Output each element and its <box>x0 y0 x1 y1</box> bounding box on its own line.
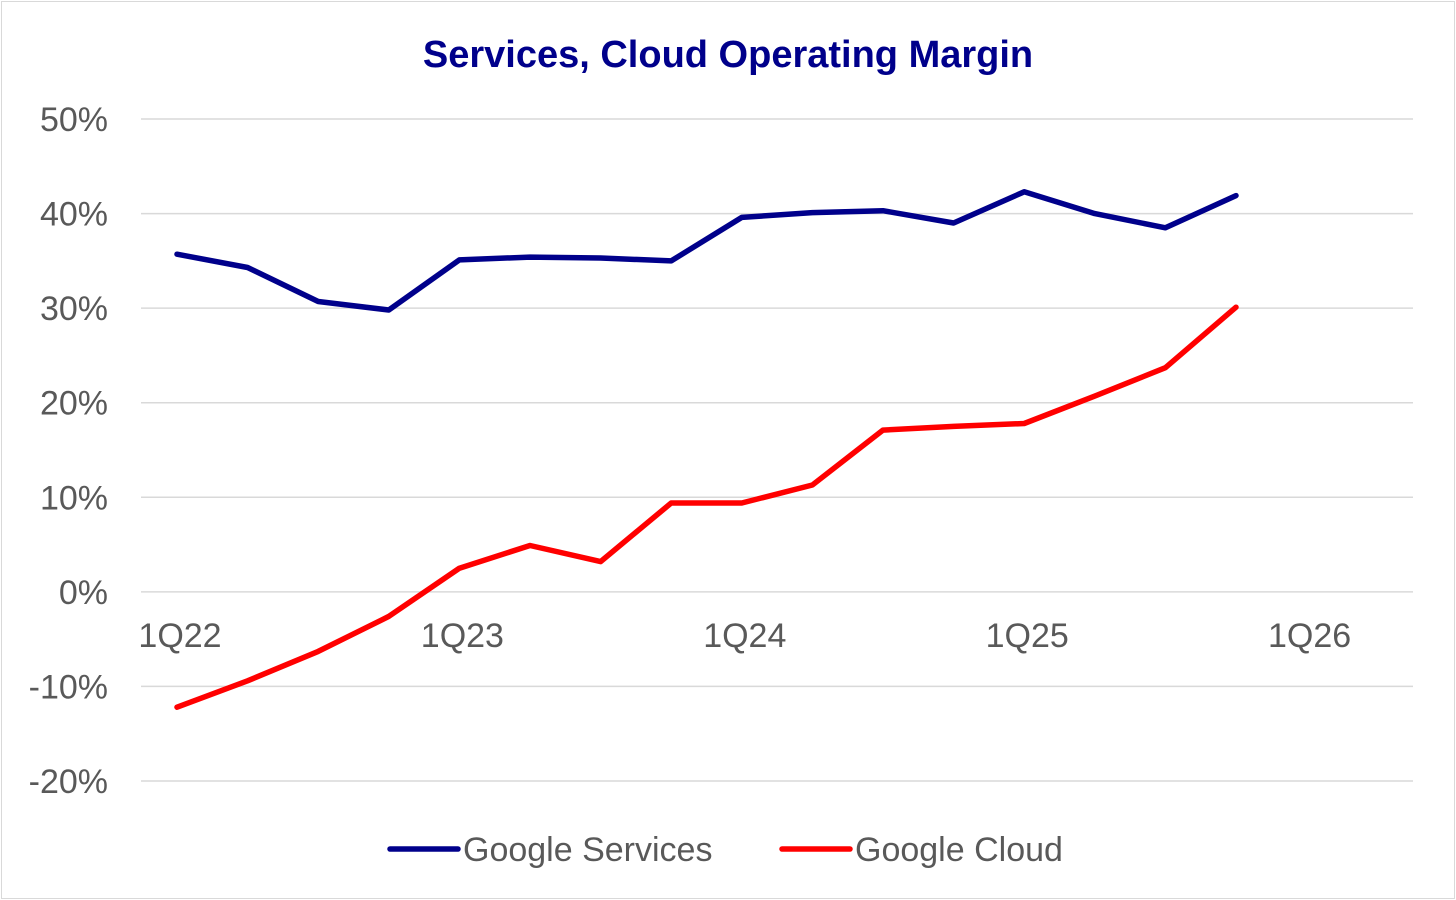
legend: Google Services Google Cloud <box>387 831 1063 869</box>
x-tick-label: 1Q25 <box>986 617 1069 655</box>
y-axis-ticks: 50% 40% 30% 20% 10% 0% -10% -20% <box>29 101 108 801</box>
gridlines <box>141 118 1413 782</box>
y-tick-label: 20% <box>40 385 108 423</box>
legend-label-google-services: Google Services <box>463 831 712 869</box>
x-tick-label: 1Q24 <box>703 617 786 655</box>
y-tick-label: 0% <box>59 574 108 612</box>
chart-title: Services, Cloud Operating Margin <box>423 34 1033 76</box>
legend-label-google-cloud: Google Cloud <box>855 831 1063 869</box>
series-line-google-services <box>174 189 1239 313</box>
y-tick-label: 40% <box>40 196 108 234</box>
y-tick-label: 50% <box>40 101 108 139</box>
y-tick-label: -10% <box>29 668 108 706</box>
x-axis-ticks: 1Q22 1Q23 1Q24 1Q25 1Q26 <box>138 617 1351 655</box>
series-line-google-cloud <box>174 304 1239 710</box>
y-tick-label: 30% <box>40 290 108 328</box>
y-tick-label: 10% <box>40 479 108 517</box>
x-tick-label: 1Q22 <box>138 617 221 655</box>
y-tick-label: -20% <box>29 763 108 801</box>
x-tick-label: 1Q26 <box>1268 617 1351 655</box>
x-tick-label: 1Q23 <box>421 617 504 655</box>
series-lines <box>174 189 1239 710</box>
